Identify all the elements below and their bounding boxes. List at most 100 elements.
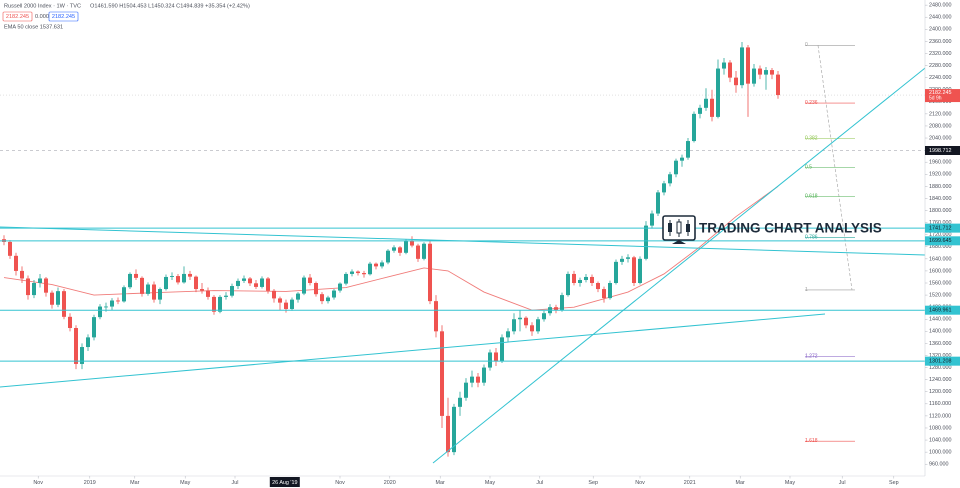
candle-body	[140, 277, 145, 294]
y-tick-label: 1120.000	[929, 413, 951, 419]
y-tick-label: 1360.000	[929, 341, 951, 347]
candle-body	[368, 263, 373, 275]
candle-body	[632, 257, 637, 284]
candle-body	[362, 273, 367, 275]
candle-body	[752, 68, 757, 84]
x-tick-label: May	[485, 480, 495, 486]
x-tick-label: Jul	[232, 480, 239, 486]
candle-body	[638, 258, 643, 284]
last-price-label: 2182.245	[929, 90, 951, 96]
candle-body	[356, 271, 361, 274]
y-tick-label: 1640.000	[929, 256, 951, 262]
level-box	[925, 356, 960, 366]
level-label: 1301.208	[929, 359, 951, 365]
fib-label: 0.382	[805, 136, 818, 142]
candle-body	[188, 273, 193, 277]
y-tick-label: 2480.000	[929, 3, 951, 9]
candle-body	[326, 297, 331, 302]
candle-body	[26, 278, 31, 296]
candle-body	[386, 250, 391, 263]
logo-stand	[672, 240, 686, 244]
y-tick-label: 1760.000	[929, 220, 951, 226]
y-tick-label: 1080.000	[929, 425, 951, 431]
y-tick-label: 1880.000	[929, 184, 951, 190]
candle-body	[602, 289, 607, 299]
x-tick-label: 2020	[384, 480, 396, 486]
candle-body	[524, 317, 529, 326]
watermark-text: TRADING CHART ANALYSIS	[699, 221, 882, 236]
candle-body	[308, 277, 313, 284]
candle-body	[38, 278, 43, 284]
fib-label: 0	[805, 42, 808, 48]
x-tick-label: 2019	[84, 480, 96, 486]
y-tick-label: 1400.000	[929, 329, 951, 335]
candle-body	[20, 270, 25, 279]
candle-body	[452, 406, 457, 453]
candle-body	[674, 160, 679, 175]
candle-body	[422, 243, 427, 259]
candle-body	[764, 70, 769, 75]
candle-body	[662, 183, 667, 193]
candle-body	[446, 415, 451, 453]
level-label: 1699.645	[929, 238, 951, 244]
candle-body	[344, 273, 349, 284]
y-tick-label: 1600.000	[929, 268, 951, 274]
candle-body	[590, 276, 595, 284]
logo-candle	[686, 224, 690, 232]
y-tick-label: 1040.000	[929, 437, 951, 443]
candle-body	[380, 262, 385, 267]
y-tick-label: 1160.000	[929, 401, 951, 407]
time-axis-bg	[0, 476, 960, 488]
indicator-legend: EMA 50 close 1537.631	[4, 24, 63, 30]
candle-body	[488, 352, 493, 368]
candle-body	[710, 98, 715, 117]
candle-body	[176, 276, 181, 283]
y-tick-label: 2400.000	[929, 27, 951, 33]
candle-body	[554, 307, 559, 311]
candle-body	[200, 289, 205, 291]
candle-body	[164, 276, 169, 290]
candle-body	[284, 302, 289, 309]
legend: Russell 2000 Index · 1W · TVC O1461.590 …	[2, 3, 250, 30]
candle-body	[704, 98, 709, 108]
candle-body	[740, 47, 745, 86]
candle-body	[248, 278, 253, 284]
candle-body	[272, 290, 277, 299]
y-tick-label: 1440.000	[929, 317, 951, 323]
x-tick-label: Nov	[335, 480, 345, 486]
candle-body	[608, 283, 613, 299]
crosshair-y-label: 1998.712	[929, 148, 951, 154]
trendline	[432, 39, 960, 464]
candle-body	[290, 299, 295, 309]
x-tick-label: Jul	[536, 480, 543, 486]
candle-body	[512, 319, 517, 332]
y-tick-label: 1520.000	[929, 293, 951, 299]
x-tick-label: Mar	[436, 480, 445, 486]
candle-body	[68, 316, 73, 329]
crosshair-x-label: 26 Aug '19	[272, 480, 297, 486]
y-tick-label: 1720.000	[929, 232, 951, 238]
crosshair-x-box	[269, 477, 300, 487]
bid-price: 2182.245	[6, 14, 29, 20]
price-box	[48, 11, 79, 22]
candle-body	[260, 278, 265, 287]
candle-body	[86, 337, 91, 348]
y-tick-label: 2120.000	[929, 111, 951, 117]
candle-body	[32, 283, 37, 296]
candle-body	[578, 279, 583, 284]
level-box	[925, 305, 960, 315]
y-tick-label: 960.000	[929, 462, 949, 468]
candle-body	[656, 192, 661, 214]
trendlines	[0, 39, 960, 464]
candle-body	[74, 328, 79, 364]
candle-body	[374, 263, 379, 267]
candle-body	[332, 290, 337, 298]
fib-label: 1.272	[805, 353, 818, 359]
candle-body	[14, 255, 19, 271]
candle-body	[416, 245, 421, 259]
candle-body	[584, 276, 589, 280]
logo-candle	[676, 221, 682, 234]
candle-body	[722, 62, 727, 69]
